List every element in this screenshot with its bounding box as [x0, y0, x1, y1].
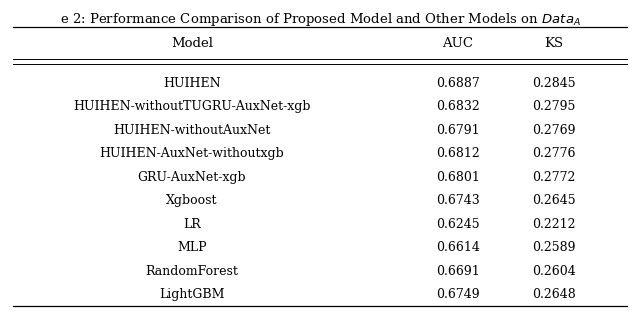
- Text: HUIHEN-withoutTUGRU-AuxNet-xgb: HUIHEN-withoutTUGRU-AuxNet-xgb: [73, 100, 311, 114]
- Text: 0.6887: 0.6887: [436, 77, 479, 90]
- Text: MLP: MLP: [177, 241, 207, 254]
- Text: 0.6749: 0.6749: [436, 288, 479, 301]
- Text: AUC: AUC: [442, 37, 473, 49]
- Text: 0.2604: 0.2604: [532, 264, 575, 278]
- Text: 0.2648: 0.2648: [532, 288, 575, 301]
- Text: RandomForest: RandomForest: [145, 264, 239, 278]
- Text: 0.6832: 0.6832: [436, 100, 479, 114]
- Text: GRU-AuxNet-xgb: GRU-AuxNet-xgb: [138, 171, 246, 184]
- Text: HUIHEN-withoutAuxNet: HUIHEN-withoutAuxNet: [113, 124, 271, 137]
- Text: 0.2772: 0.2772: [532, 171, 575, 184]
- Text: KS: KS: [544, 37, 563, 49]
- Text: LR: LR: [183, 218, 201, 231]
- Text: HUIHEN-AuxNet-withoutxgb: HUIHEN-AuxNet-withoutxgb: [100, 147, 284, 160]
- Text: 0.2776: 0.2776: [532, 147, 575, 160]
- Text: 0.6812: 0.6812: [436, 147, 479, 160]
- Text: 0.6801: 0.6801: [436, 171, 479, 184]
- Text: 0.6743: 0.6743: [436, 194, 479, 207]
- Text: e 2: Performance Comparison of Proposed Model and Other Models on $Data_A$: e 2: Performance Comparison of Proposed …: [60, 11, 580, 28]
- Text: 0.6614: 0.6614: [436, 241, 479, 254]
- Text: 0.2845: 0.2845: [532, 77, 575, 90]
- Text: 0.2769: 0.2769: [532, 124, 575, 137]
- Text: 0.2212: 0.2212: [532, 218, 575, 231]
- Text: LightGBM: LightGBM: [159, 288, 225, 301]
- Text: HUIHEN: HUIHEN: [163, 77, 221, 90]
- Text: 0.2645: 0.2645: [532, 194, 575, 207]
- Text: 0.2589: 0.2589: [532, 241, 575, 254]
- Text: 0.2795: 0.2795: [532, 100, 575, 114]
- Text: 0.6791: 0.6791: [436, 124, 479, 137]
- Text: 0.6245: 0.6245: [436, 218, 479, 231]
- Text: Xgboost: Xgboost: [166, 194, 218, 207]
- Text: 0.6691: 0.6691: [436, 264, 479, 278]
- Text: Model: Model: [171, 37, 213, 49]
